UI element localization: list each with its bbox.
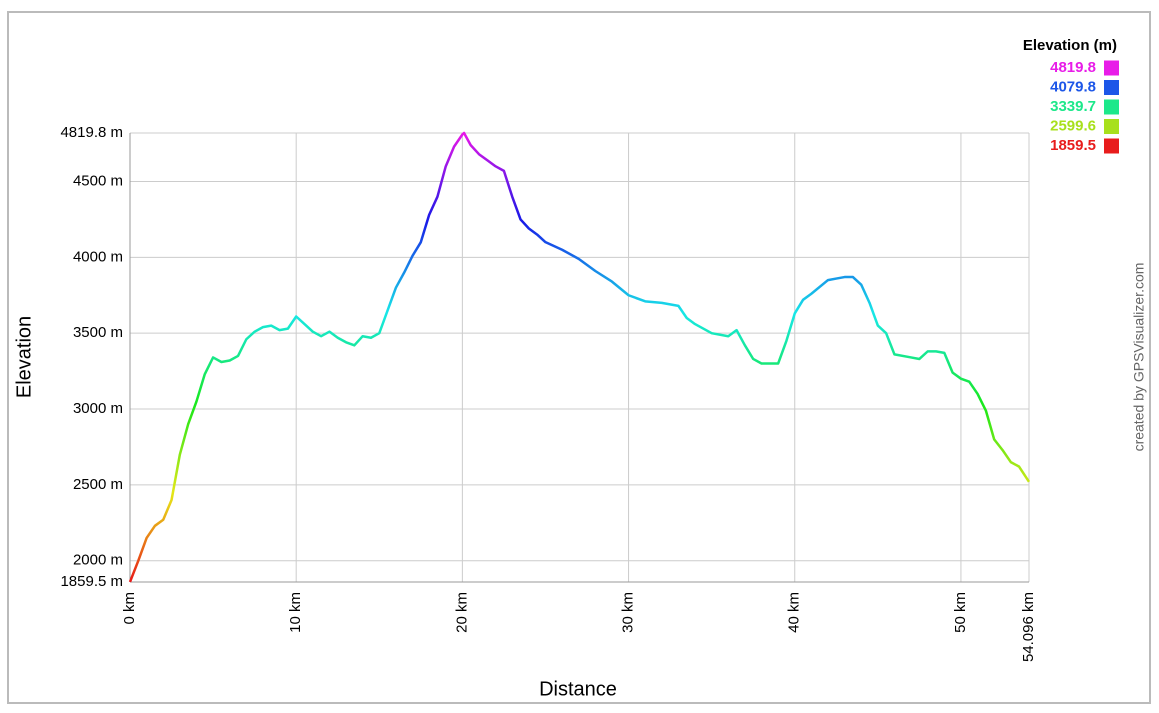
legend-label: 4079.8 <box>1050 78 1096 95</box>
x-tick-label: 50 km <box>952 592 969 633</box>
x-tick-label: 20 km <box>453 592 470 633</box>
legend-label: 4819.8 <box>1050 59 1096 76</box>
legend-swatch <box>1104 60 1119 76</box>
legend-label: 1859.5 <box>1050 137 1096 154</box>
x-tick-label: 10 km <box>287 592 304 633</box>
x-axis-title: Distance <box>539 678 617 700</box>
credit: created by GPSVisualizer.com <box>1131 263 1147 452</box>
x-tick-label: 54.096 km <box>1020 592 1037 662</box>
y-tick-label: 1859.5 m <box>60 573 123 590</box>
legend-title: Elevation (m) <box>1023 37 1117 54</box>
x-tick-label: 0 km <box>121 592 138 625</box>
y-tick-label: 2000 m <box>73 552 123 569</box>
y-tick-label: 4819.8 m <box>60 124 123 141</box>
y-tick-label: 3000 m <box>73 400 123 417</box>
legend-label: 3339.7 <box>1050 98 1096 115</box>
y-tick-label: 4000 m <box>73 248 123 265</box>
legend-swatch <box>1104 99 1119 115</box>
legend-swatch <box>1104 80 1119 95</box>
y-tick-label: 3500 m <box>73 324 123 341</box>
frame <box>7 11 1151 704</box>
y-tick-label: 2500 m <box>73 476 123 493</box>
x-tick-label: 40 km <box>786 592 803 633</box>
y-tick-label: 4500 m <box>73 172 123 189</box>
legend-label: 2599.6 <box>1050 117 1096 134</box>
legend-swatch <box>1104 138 1119 154</box>
x-tick-label: 30 km <box>620 592 637 633</box>
elevation-line <box>128 131 1031 583</box>
y-axis-title: Elevation <box>13 316 35 398</box>
legend-swatch <box>1104 119 1119 134</box>
